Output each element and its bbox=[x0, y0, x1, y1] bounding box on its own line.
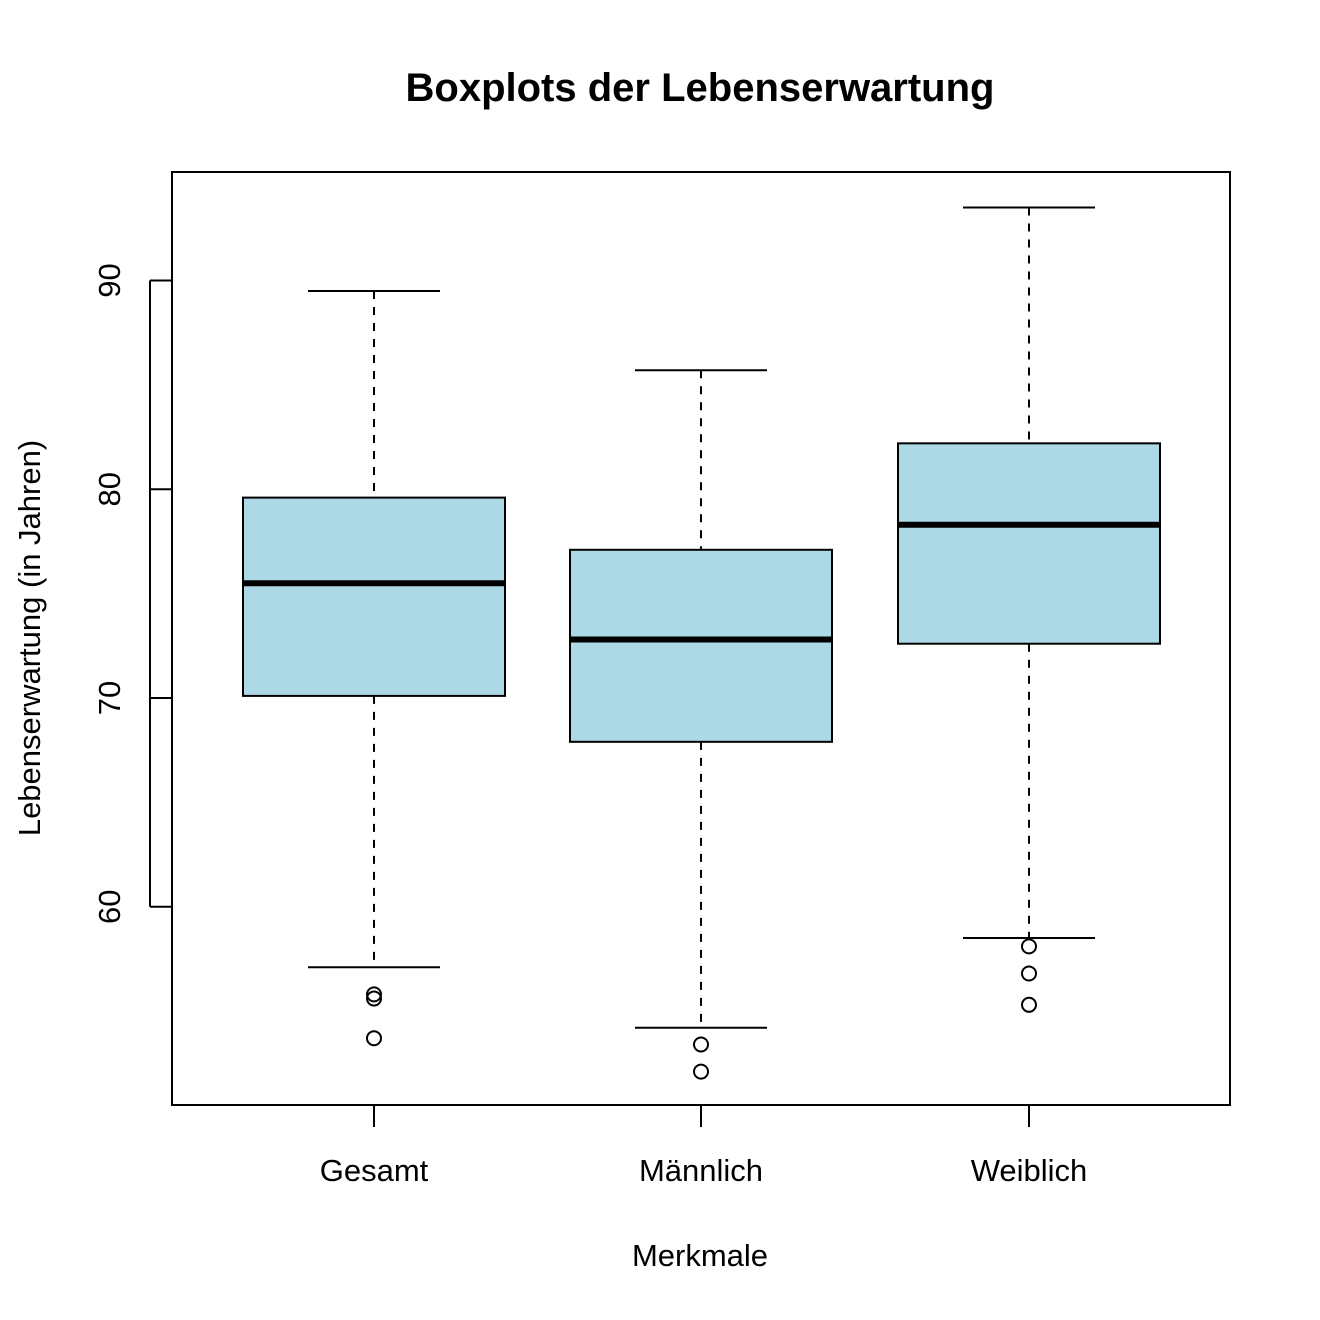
box-2-outlier-2 bbox=[693, 1063, 709, 1080]
chart-marks: 60 70 80 90 Gesamt Männlich Weiblich bbox=[92, 206, 1161, 1188]
box-2-iqr bbox=[569, 548, 833, 743]
box-1-iqr bbox=[242, 496, 506, 697]
x-axis-label: Merkmale bbox=[632, 1238, 768, 1273]
x-tick-label-1: Gesamt bbox=[320, 1153, 429, 1188]
box-3-outlier-1 bbox=[1021, 938, 1037, 955]
box-3-outlier-2 bbox=[1021, 965, 1037, 982]
box-1-outlier-3 bbox=[366, 1030, 382, 1047]
chart-title: Boxplots der Lebenserwartung bbox=[406, 66, 995, 110]
box-1-outlier-1 bbox=[366, 986, 382, 1003]
box-2-outlier-1 bbox=[693, 1036, 709, 1053]
x-tick-label-2: Männlich bbox=[639, 1153, 763, 1188]
x-tick-label-3: Weiblich bbox=[971, 1153, 1088, 1188]
y-tick-label-60: 60 bbox=[92, 889, 127, 923]
y-tick-label-90: 90 bbox=[92, 263, 127, 297]
y-tick-label-70: 70 bbox=[92, 681, 127, 715]
box-3-outlier-3 bbox=[1021, 996, 1037, 1013]
y-axis-label: Lebenserwartung (in Jahren) bbox=[12, 440, 47, 836]
box-1-outlier-2 bbox=[366, 990, 382, 1007]
box-3-iqr bbox=[897, 442, 1161, 645]
y-tick-label-80: 80 bbox=[92, 472, 127, 506]
